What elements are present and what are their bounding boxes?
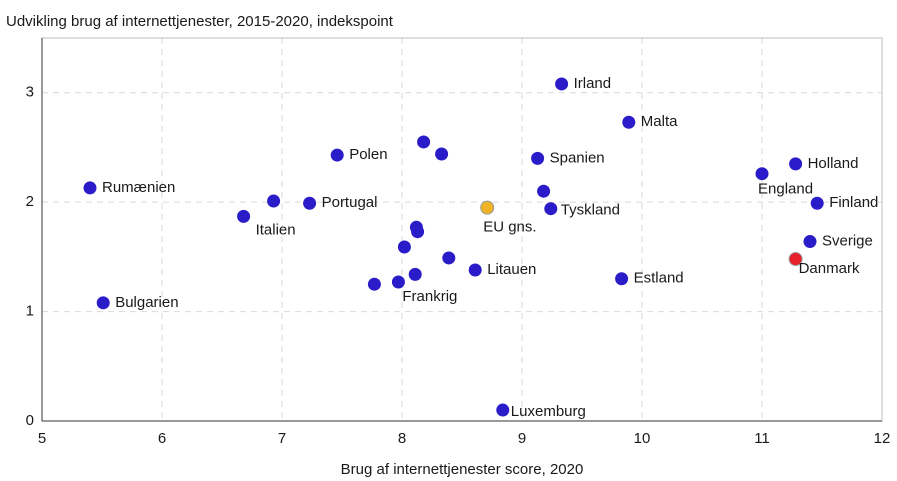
chart-title: Udvikling brug af internettjenester, 201…	[6, 13, 394, 30]
point	[531, 151, 545, 165]
point-label: England	[758, 181, 813, 198]
point	[411, 225, 425, 239]
point-label: Malta	[641, 113, 678, 130]
x-tick-label: 8	[398, 430, 406, 447]
point	[544, 202, 558, 216]
y-tick-label: 1	[26, 303, 34, 320]
x-tick-label: 7	[278, 430, 286, 447]
point-label: EU gns.	[483, 219, 536, 236]
point	[755, 167, 769, 181]
point-label: Holland	[808, 155, 859, 172]
point-label: Finland	[829, 194, 878, 211]
x-tick-label: 10	[634, 430, 651, 447]
point-label: Luxemburg	[511, 403, 586, 420]
y-tick-label: 3	[26, 84, 34, 101]
point-label: Rumænien	[102, 179, 175, 196]
point-label: Italien	[256, 221, 296, 238]
point-label: Sverige	[822, 233, 873, 250]
point	[435, 147, 449, 161]
point	[442, 251, 456, 265]
point	[803, 235, 817, 249]
point	[555, 77, 569, 91]
y-tick-label: 0	[26, 412, 34, 429]
point-label: Bulgarien	[115, 294, 178, 311]
point	[267, 194, 281, 208]
point	[615, 272, 629, 286]
plot-frame	[41, 37, 883, 422]
x-tick-label: 11	[754, 430, 770, 447]
point	[408, 267, 422, 281]
point	[537, 184, 551, 198]
y-tick-label: 2	[26, 193, 34, 210]
point	[810, 196, 824, 210]
point	[622, 115, 636, 129]
point-label: Polen	[349, 146, 387, 163]
point	[96, 296, 110, 310]
point-label: Tyskland	[561, 202, 620, 219]
point	[83, 181, 97, 195]
point	[330, 148, 344, 162]
point-label: Portugal	[322, 194, 378, 211]
point	[480, 200, 495, 215]
point	[397, 240, 411, 254]
point	[237, 209, 251, 223]
point-label: Estland	[634, 270, 684, 287]
point	[788, 252, 803, 267]
x-tick-label: 9	[518, 430, 526, 447]
x-tick-label: 12	[874, 430, 891, 447]
point	[496, 403, 510, 417]
point-label: Litauen	[487, 261, 536, 278]
point-label: Irland	[574, 75, 612, 92]
point-label: Spanien	[550, 149, 605, 166]
x-tick-label: 6	[158, 430, 166, 447]
x-tick-label: 5	[38, 430, 46, 447]
point	[417, 135, 431, 149]
point	[367, 277, 381, 291]
point-label: Danmark	[799, 260, 860, 277]
point-label: Frankrig	[402, 288, 457, 305]
point	[468, 263, 482, 277]
x-axis-label: Brug af internettjenester score, 2020	[341, 461, 584, 478]
point	[391, 275, 405, 289]
point	[789, 157, 803, 171]
point	[303, 196, 317, 210]
